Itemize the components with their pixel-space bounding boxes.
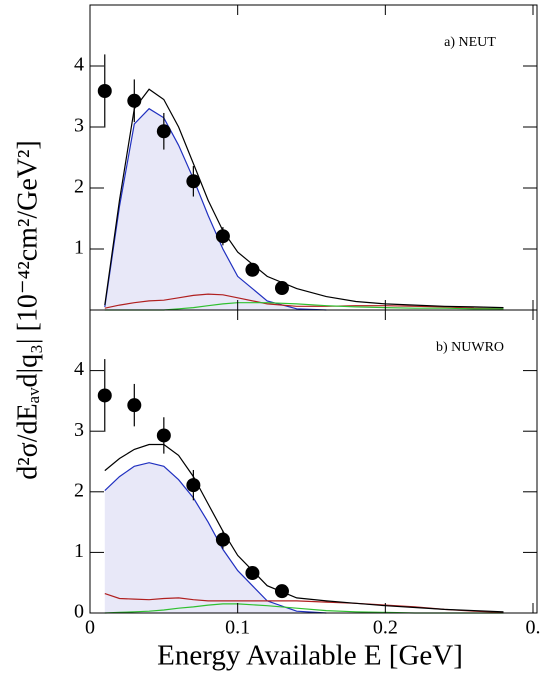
data-point — [127, 398, 142, 413]
y-tick-label: 4 — [74, 54, 84, 76]
data-point — [245, 262, 260, 277]
y-tick-label: 3 — [74, 115, 84, 137]
curve — [104, 88, 504, 309]
x-tick-label: 0.2 — [373, 617, 398, 639]
x-tick-label: 0.1 — [225, 617, 250, 639]
data-point — [97, 84, 112, 99]
data-point — [245, 566, 260, 581]
data-point — [215, 532, 230, 547]
data-point — [215, 229, 230, 244]
plot-frame — [89, 309, 538, 614]
curve — [104, 293, 504, 310]
data-point — [156, 124, 171, 139]
data-point — [274, 584, 289, 599]
y-tick-label: 1 — [74, 540, 84, 562]
data-point — [127, 93, 142, 108]
y-axis-label: d²σ/dEₐᵥd|q₃| [10⁻⁴²cm²/GeV²] — [12, 140, 43, 479]
y-tick-label: 3 — [74, 419, 84, 441]
data-point — [186, 174, 201, 189]
data-point — [186, 478, 201, 493]
data-point — [156, 428, 171, 443]
curve-area — [104, 108, 327, 310]
data-point — [274, 281, 289, 296]
data-point — [97, 388, 112, 403]
y-tick-label: 4 — [74, 358, 84, 380]
x-axis-label: Energy Available E [GeV] — [157, 640, 463, 672]
panel-label: b) NUWRO — [436, 340, 504, 355]
y-tick-label: 2 — [74, 479, 84, 501]
x-tick-label: 0 — [85, 617, 95, 639]
x-tick-label: 0. — [526, 617, 541, 639]
panel-label: a) NEUT — [444, 35, 496, 50]
y-tick-label: 0 — [74, 601, 84, 623]
curve — [104, 443, 504, 613]
y-tick-label: 1 — [74, 237, 84, 259]
curve-area — [104, 462, 327, 613]
y-tick-label: 2 — [74, 176, 84, 198]
